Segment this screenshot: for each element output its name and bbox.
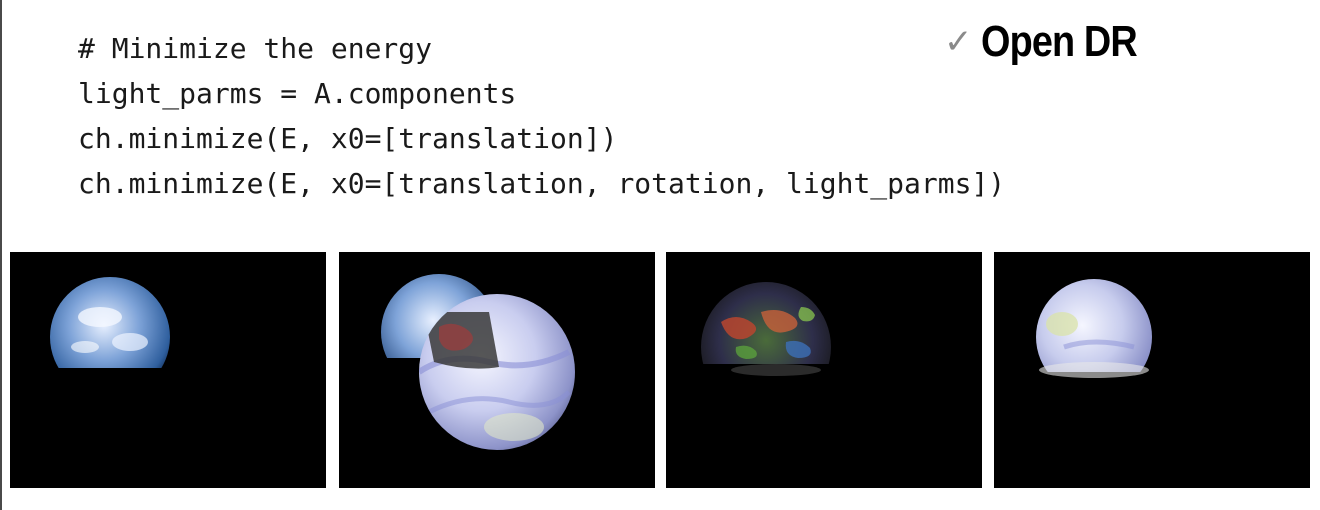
earth-observed-image xyxy=(50,277,170,368)
open-dr-badge: ✓ Open DR xyxy=(944,12,1162,72)
earth-residual-difference xyxy=(701,282,831,376)
earth-model-fitted xyxy=(1036,279,1152,378)
code-line-minimize-all: ch.minimize(E, x0=[translation, rotation… xyxy=(78,167,1006,200)
panel-residual xyxy=(666,252,982,488)
open-dr-label: Open DR xyxy=(980,17,1138,66)
code-snippet: # Minimize the energy light_parms = A.com… xyxy=(78,26,1005,206)
left-border xyxy=(0,0,2,510)
code-line-minimize-translation: ch.minimize(E, x0=[translation]) xyxy=(78,122,618,155)
earth-model-overlay-initial xyxy=(381,274,575,450)
code-line-comment: # Minimize the energy xyxy=(78,32,433,65)
panel-observed-earth xyxy=(10,252,326,488)
panel-fitted-model xyxy=(994,252,1310,488)
panel-model-overlay xyxy=(339,252,655,488)
code-line-light-parms: light_parms = A.components xyxy=(78,77,517,110)
checkmark-icon: ✓ xyxy=(944,22,973,62)
